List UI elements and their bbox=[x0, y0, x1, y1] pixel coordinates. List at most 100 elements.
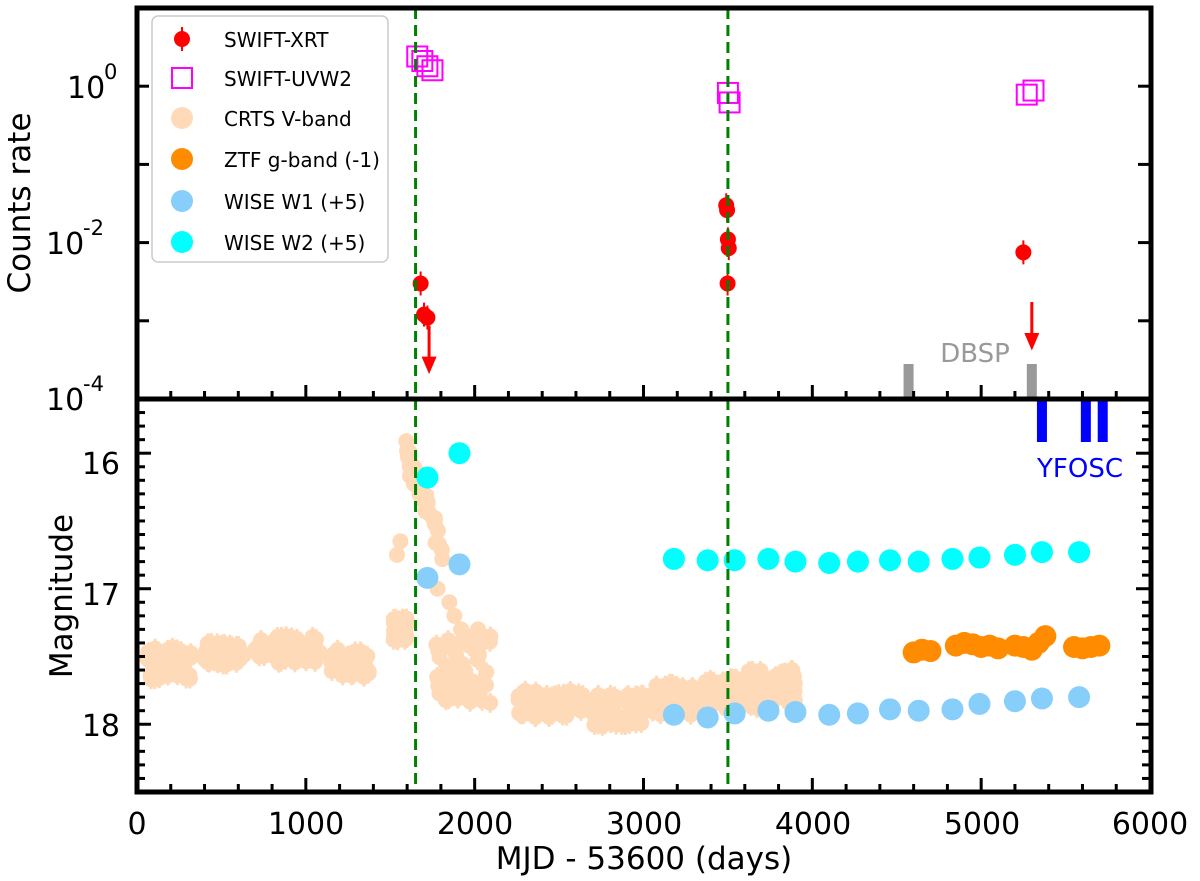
ytick-base: 10 bbox=[67, 71, 105, 106]
crts-point bbox=[544, 688, 561, 705]
ytick-exponent: -2 bbox=[83, 216, 104, 240]
point-wise bbox=[784, 701, 807, 724]
legend: SWIFT-XRT SWIFT-UVW2 CRTS V-band ZTF g-b… bbox=[151, 15, 389, 263]
bottom-panel-frame bbox=[134, 396, 1154, 795]
crts-point bbox=[425, 511, 442, 528]
crts-point bbox=[454, 656, 471, 673]
point-swift-xrt bbox=[419, 309, 436, 326]
crts-point bbox=[622, 694, 639, 711]
crts-point bbox=[482, 694, 499, 711]
crts-point bbox=[471, 675, 488, 692]
dbsp-epoch-marker bbox=[1026, 364, 1037, 398]
xtick-label-1000: 1000 bbox=[268, 807, 344, 842]
crts-point bbox=[570, 691, 587, 708]
ytick-base: 10 bbox=[46, 227, 84, 262]
legend-entry-crts: CRTS V-band bbox=[171, 107, 352, 131]
xtick-label-2000: 2000 bbox=[437, 807, 513, 842]
crts-point bbox=[326, 653, 343, 670]
legend-label: WISE W2 (+5) bbox=[224, 231, 365, 255]
xtick-label-3000: 3000 bbox=[606, 807, 682, 842]
legend-label: CRTS V-band bbox=[224, 107, 352, 131]
legend-label: WISE W1 (+5) bbox=[224, 190, 365, 214]
crts-point bbox=[719, 674, 736, 691]
point-ztf bbox=[1088, 634, 1111, 657]
crts-point bbox=[453, 621, 470, 638]
yfosc-epoch-marker bbox=[1097, 400, 1108, 442]
point-swift-xrt bbox=[1015, 244, 1032, 261]
legend-entry-ztf: ZTF g-band (-1) bbox=[171, 148, 380, 172]
crts-point bbox=[705, 688, 722, 705]
crts-point bbox=[430, 677, 447, 694]
ytick-label-neg4: 10 -4 bbox=[46, 372, 104, 418]
crts-point bbox=[543, 706, 560, 723]
point-wise bbox=[907, 550, 930, 573]
point-wise bbox=[757, 699, 780, 722]
point-wise bbox=[757, 547, 780, 570]
crts-point bbox=[602, 715, 619, 732]
point-wise bbox=[1030, 541, 1053, 564]
yfosc-epoch-marker bbox=[1080, 400, 1091, 442]
crts-point bbox=[462, 693, 479, 710]
legend-marker-circle bbox=[171, 190, 193, 212]
ytick-label-16: 16 bbox=[82, 447, 120, 482]
crts-point bbox=[440, 691, 457, 708]
point-swift-xrt bbox=[719, 202, 736, 219]
xtick-label-0: 0 bbox=[127, 807, 146, 842]
legend-entry-swift-xrt: SWIFT-XRT bbox=[174, 27, 329, 52]
point-wise bbox=[662, 703, 685, 726]
point-ztf bbox=[987, 637, 1010, 660]
legend-marker-circle bbox=[171, 231, 193, 253]
point-wise bbox=[818, 703, 841, 726]
dbsp-annotation: DBSP bbox=[940, 339, 1010, 369]
crts-point bbox=[657, 677, 674, 694]
point-wise bbox=[846, 702, 869, 725]
ytick-label-18: 18 bbox=[82, 709, 120, 744]
x-tick-labels: 0 1000 2000 3000 4000 5000 6000 bbox=[127, 807, 1188, 842]
ytick-base: 10 bbox=[46, 383, 84, 418]
point-ztf bbox=[1034, 625, 1057, 648]
point-swift-uvw2 bbox=[718, 91, 741, 114]
point-wise bbox=[416, 466, 439, 489]
crts-point bbox=[446, 607, 463, 624]
crts-point bbox=[745, 680, 762, 697]
crts-point bbox=[286, 646, 303, 663]
crts-point bbox=[270, 654, 287, 671]
xtick-label-6000: 6000 bbox=[1112, 807, 1188, 842]
crts-point bbox=[515, 706, 532, 723]
crts-point bbox=[602, 687, 619, 704]
crts-point bbox=[390, 621, 407, 638]
point-ztf bbox=[919, 640, 942, 663]
point-wise bbox=[941, 547, 964, 570]
top-y-axis-label: Counts rate bbox=[2, 112, 38, 293]
point-wise bbox=[784, 550, 807, 573]
point-wise bbox=[1068, 686, 1091, 709]
yfosc-annotation: YFOSC bbox=[1036, 454, 1123, 484]
crts-point bbox=[522, 691, 539, 708]
point-swift-uvw2 bbox=[1022, 79, 1045, 102]
point-wise bbox=[416, 566, 439, 589]
crts-point bbox=[392, 533, 409, 550]
point-wise bbox=[448, 553, 471, 576]
xrt-upper-limit-arrowhead bbox=[421, 356, 437, 375]
crts-point bbox=[434, 640, 451, 657]
point-wise bbox=[968, 692, 991, 715]
bottom-y-tick-labels: 16 17 18 bbox=[82, 447, 120, 744]
crts-point bbox=[210, 643, 227, 660]
crts-point bbox=[434, 551, 451, 568]
legend-label: SWIFT-UVW2 bbox=[224, 67, 352, 91]
crts-point bbox=[449, 635, 466, 652]
crts-point bbox=[784, 677, 801, 694]
point-wise bbox=[1003, 543, 1026, 566]
crts-point bbox=[760, 676, 777, 693]
crts-point bbox=[164, 639, 181, 656]
crts-point bbox=[784, 662, 801, 679]
point-wise bbox=[662, 547, 685, 570]
legend-marker-square bbox=[171, 67, 193, 89]
point-wise bbox=[696, 549, 719, 572]
crts-point bbox=[169, 667, 186, 684]
legend-box bbox=[151, 15, 389, 263]
crts-point bbox=[144, 664, 161, 681]
crts-point bbox=[400, 448, 417, 465]
crts-point bbox=[683, 700, 700, 717]
